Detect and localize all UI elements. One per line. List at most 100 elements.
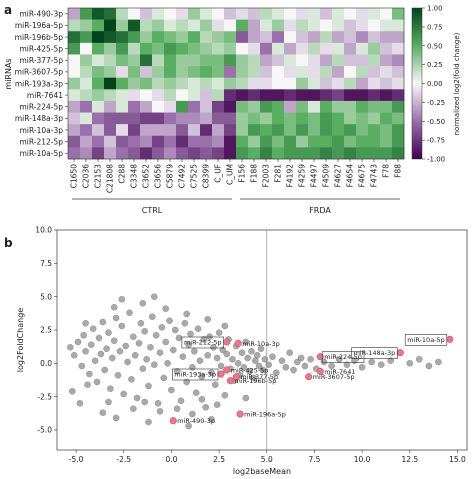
scatter-point	[183, 310, 190, 318]
scatter-point	[273, 369, 280, 376]
heatmap-cell	[200, 8, 213, 20]
scatter-point	[82, 348, 89, 355]
scatter-point	[208, 369, 215, 376]
y-tick-label: 7.5	[40, 259, 52, 268]
heatmap-cell	[356, 89, 369, 102]
heatmap-cell	[272, 42, 285, 55]
heatmap-cell	[188, 124, 201, 137]
highlighted-point-label: miR-224-5p	[324, 353, 362, 361]
heatmap-cell	[368, 54, 381, 67]
scatter-point	[105, 398, 112, 406]
heatmap-cell	[188, 112, 201, 125]
heatmap-cell	[356, 77, 369, 90]
heatmap-cell	[260, 66, 273, 78]
colorbar-tick-label: -0.25	[427, 99, 445, 107]
heatmap-cell	[188, 135, 201, 148]
heatmap-cell	[356, 124, 369, 137]
x-tick-label: 2.5	[213, 455, 225, 464]
heatmap-cell	[248, 100, 261, 113]
scatter-point	[173, 368, 181, 375]
scatter-x-axis-label: log2baseMean	[233, 467, 291, 476]
scatter-point	[80, 332, 87, 339]
scatter-plot-area	[56, 229, 468, 451]
heatmap-cell	[152, 31, 165, 44]
heatmap-cell	[296, 54, 309, 67]
x-tick-label: 12.5	[401, 455, 418, 464]
label-box	[181, 336, 224, 349]
heatmap-cell	[296, 42, 309, 55]
heatmap-cell	[176, 77, 189, 90]
heatmap-cell	[260, 135, 273, 148]
heatmap-cell	[140, 19, 153, 32]
heatmap-cell	[236, 112, 249, 125]
heatmap-cell	[212, 42, 225, 55]
heatmap-cell	[224, 54, 237, 67]
heatmap-cell	[68, 54, 81, 67]
x-tick-label: 10.0	[354, 455, 371, 464]
heatmap-group-label: CTRL	[142, 206, 163, 215]
highlighted-point	[169, 417, 177, 425]
scatter-point	[343, 361, 351, 368]
heatmap-cell	[320, 100, 333, 113]
heatmap-cell	[92, 31, 105, 44]
heatmap-cell	[344, 66, 357, 78]
heatmap-cell	[176, 124, 189, 137]
heatmap-cell	[236, 54, 249, 67]
heatmap-cell	[248, 31, 261, 44]
scatter-point	[377, 361, 385, 368]
scatter-point	[116, 348, 124, 355]
scatter-point	[212, 381, 219, 388]
scatter-point	[200, 336, 208, 343]
heatmap-cell	[260, 54, 273, 67]
highlighted-point	[223, 338, 231, 346]
heatmap-cell	[368, 8, 381, 20]
scatter-point	[265, 361, 272, 368]
heatmap-row-label: miR-7641	[27, 91, 63, 100]
heatmap-cell	[128, 54, 141, 67]
heatmap-cell	[92, 42, 105, 55]
panel-b-label: b	[4, 236, 13, 250]
heatmap-cell	[356, 66, 369, 78]
heatmap-cell	[320, 124, 333, 137]
heatmap-cell	[188, 100, 201, 113]
scatter-point	[124, 358, 131, 366]
heatmap-cell	[392, 66, 405, 78]
heatmap-cell	[80, 124, 93, 137]
heatmap-cell	[248, 112, 261, 125]
heatmap-cell	[248, 77, 261, 90]
heatmap-cell	[80, 19, 93, 32]
heatmap-row-label: miR-377-5p	[19, 56, 63, 65]
heatmap-cell	[80, 42, 93, 55]
heatmap-cell	[116, 135, 129, 148]
heatmap-cell	[284, 31, 297, 44]
heatmap-cell	[284, 66, 297, 78]
scatter-point	[139, 300, 147, 307]
heatmap-cell	[224, 31, 237, 44]
highlighted-point	[217, 370, 225, 378]
heatmap-cell	[344, 31, 357, 44]
heatmap-cell	[332, 77, 345, 90]
scatter-point	[189, 410, 196, 418]
heatmap-cell	[308, 124, 321, 137]
heatmap-cell	[224, 19, 237, 32]
scatter-point	[126, 309, 133, 316]
heatmap-cell	[296, 31, 309, 44]
heatmap-cell	[128, 8, 141, 20]
x-tick-label: 15.0	[449, 455, 466, 464]
heatmap-cell	[176, 42, 189, 55]
heatmap-cell	[224, 8, 237, 20]
heatmap-cell	[188, 66, 201, 78]
heatmap-cell	[140, 89, 153, 102]
heatmap-column-label: C_UM	[226, 164, 235, 185]
heatmap-column-label: C3656	[154, 164, 163, 189]
heatmap-cell	[80, 77, 93, 90]
heatmap-cell	[356, 8, 369, 20]
x-tick-label: -2.5	[116, 455, 131, 464]
heatmap-cell	[164, 100, 177, 113]
heatmap-cell	[212, 66, 225, 78]
heatmap-cell	[308, 8, 321, 20]
heatmap-cell	[320, 66, 333, 78]
scatter-point	[130, 333, 137, 340]
label-box	[404, 333, 448, 346]
